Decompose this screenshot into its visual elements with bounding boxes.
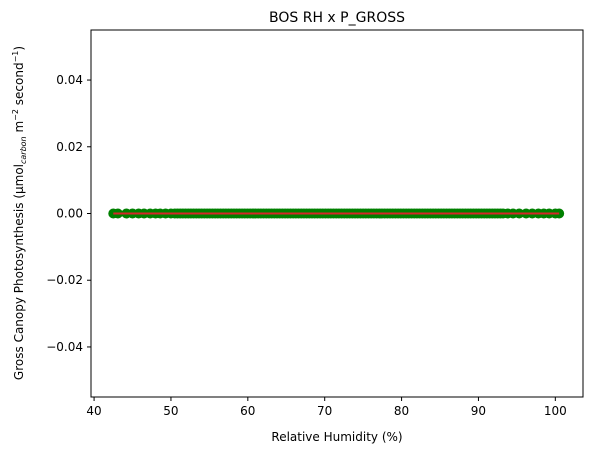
y-tick-label: 0.00 bbox=[56, 207, 83, 221]
x-axis-label: Relative Humidity (%) bbox=[271, 430, 402, 444]
x-tick-label: 50 bbox=[163, 404, 178, 418]
y-label-prefix: Gross Canopy Photosynthesis (µmol bbox=[12, 164, 26, 380]
y-tick-label: 0.02 bbox=[56, 140, 83, 154]
y-tick-label: −0.02 bbox=[46, 273, 83, 287]
x-tick-label: 70 bbox=[317, 404, 332, 418]
x-tick-label: 40 bbox=[86, 404, 101, 418]
chart-title: BOS RH x P_GROSS bbox=[269, 10, 405, 26]
x-tick-label: 60 bbox=[240, 404, 255, 418]
y-tick-label: 0.04 bbox=[56, 73, 83, 87]
y-label-middle2: second bbox=[12, 62, 26, 109]
y-tick-label: −0.04 bbox=[46, 340, 83, 354]
y-label-sup2: −1 bbox=[11, 51, 20, 63]
y-label-middle: m bbox=[12, 121, 26, 137]
x-tick-label: 90 bbox=[471, 404, 486, 418]
y-label-suffix: ) bbox=[12, 46, 26, 51]
y-label-sup1: −2 bbox=[11, 109, 20, 121]
y-axis-label: Gross Canopy Photosynthesis (µmolcarbon … bbox=[11, 46, 28, 380]
x-tick-label: 80 bbox=[394, 404, 409, 418]
y-label-subscript: carbon bbox=[19, 136, 28, 164]
x-axis: 40 50 60 70 80 90 100 bbox=[86, 397, 566, 418]
x-tick-label: 100 bbox=[544, 404, 567, 418]
y-axis: −0.04 −0.02 0.00 0.02 0.04 bbox=[46, 73, 91, 354]
